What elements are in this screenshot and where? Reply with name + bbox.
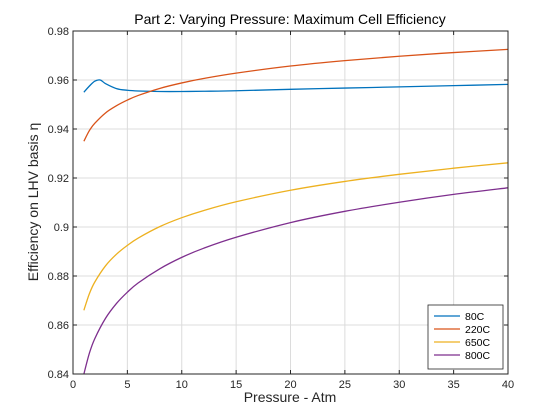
series-line-650c — [83, 162, 509, 311]
y-tick-label: 0.96 — [48, 75, 69, 87]
y-tick-label: 0.9 — [54, 222, 69, 234]
x-tick-label: 40 — [502, 379, 514, 391]
x-axis-label: Pressure - Atm — [244, 389, 337, 405]
x-tick-label: 10 — [176, 379, 188, 391]
y-axis-label: Efficiency on LHV basis η — [25, 123, 41, 282]
y-tick-label: 0.98 — [48, 26, 69, 38]
chart-title: Part 2: Varying Pressure: Maximum Cell E… — [134, 11, 445, 27]
legend-label: 650C — [465, 337, 491, 349]
series-line-220c — [83, 48, 509, 142]
x-tick-label: 35 — [448, 379, 460, 391]
y-tick-label: 0.86 — [48, 320, 69, 332]
legend-label: 80C — [465, 311, 485, 323]
x-tick-label: 15 — [230, 379, 242, 391]
legend-label: 220C — [465, 324, 491, 336]
y-tick-label: 0.94 — [48, 124, 69, 136]
y-tick-label: 0.88 — [48, 271, 69, 283]
x-tick-label: 25 — [339, 379, 351, 391]
y-tick-label: 0.92 — [48, 173, 69, 185]
x-tick-label: 0 — [70, 379, 76, 391]
series-line-800c — [83, 187, 509, 375]
series-lines — [83, 48, 509, 375]
series-line-80c — [83, 79, 509, 93]
legend-label: 800C — [465, 350, 491, 362]
x-tick-label: 30 — [393, 379, 405, 391]
x-tick-label: 5 — [124, 379, 130, 391]
y-axis-ticks: 0.84 0.86 0.88 0.9 0.92 0.94 0.96 0.98 — [48, 26, 508, 381]
x-axis-ticks: 0 5 10 15 20 25 30 35 40 — [70, 31, 514, 391]
x-tick-label: 20 — [284, 379, 296, 391]
y-tick-label: 0.84 — [48, 369, 69, 381]
